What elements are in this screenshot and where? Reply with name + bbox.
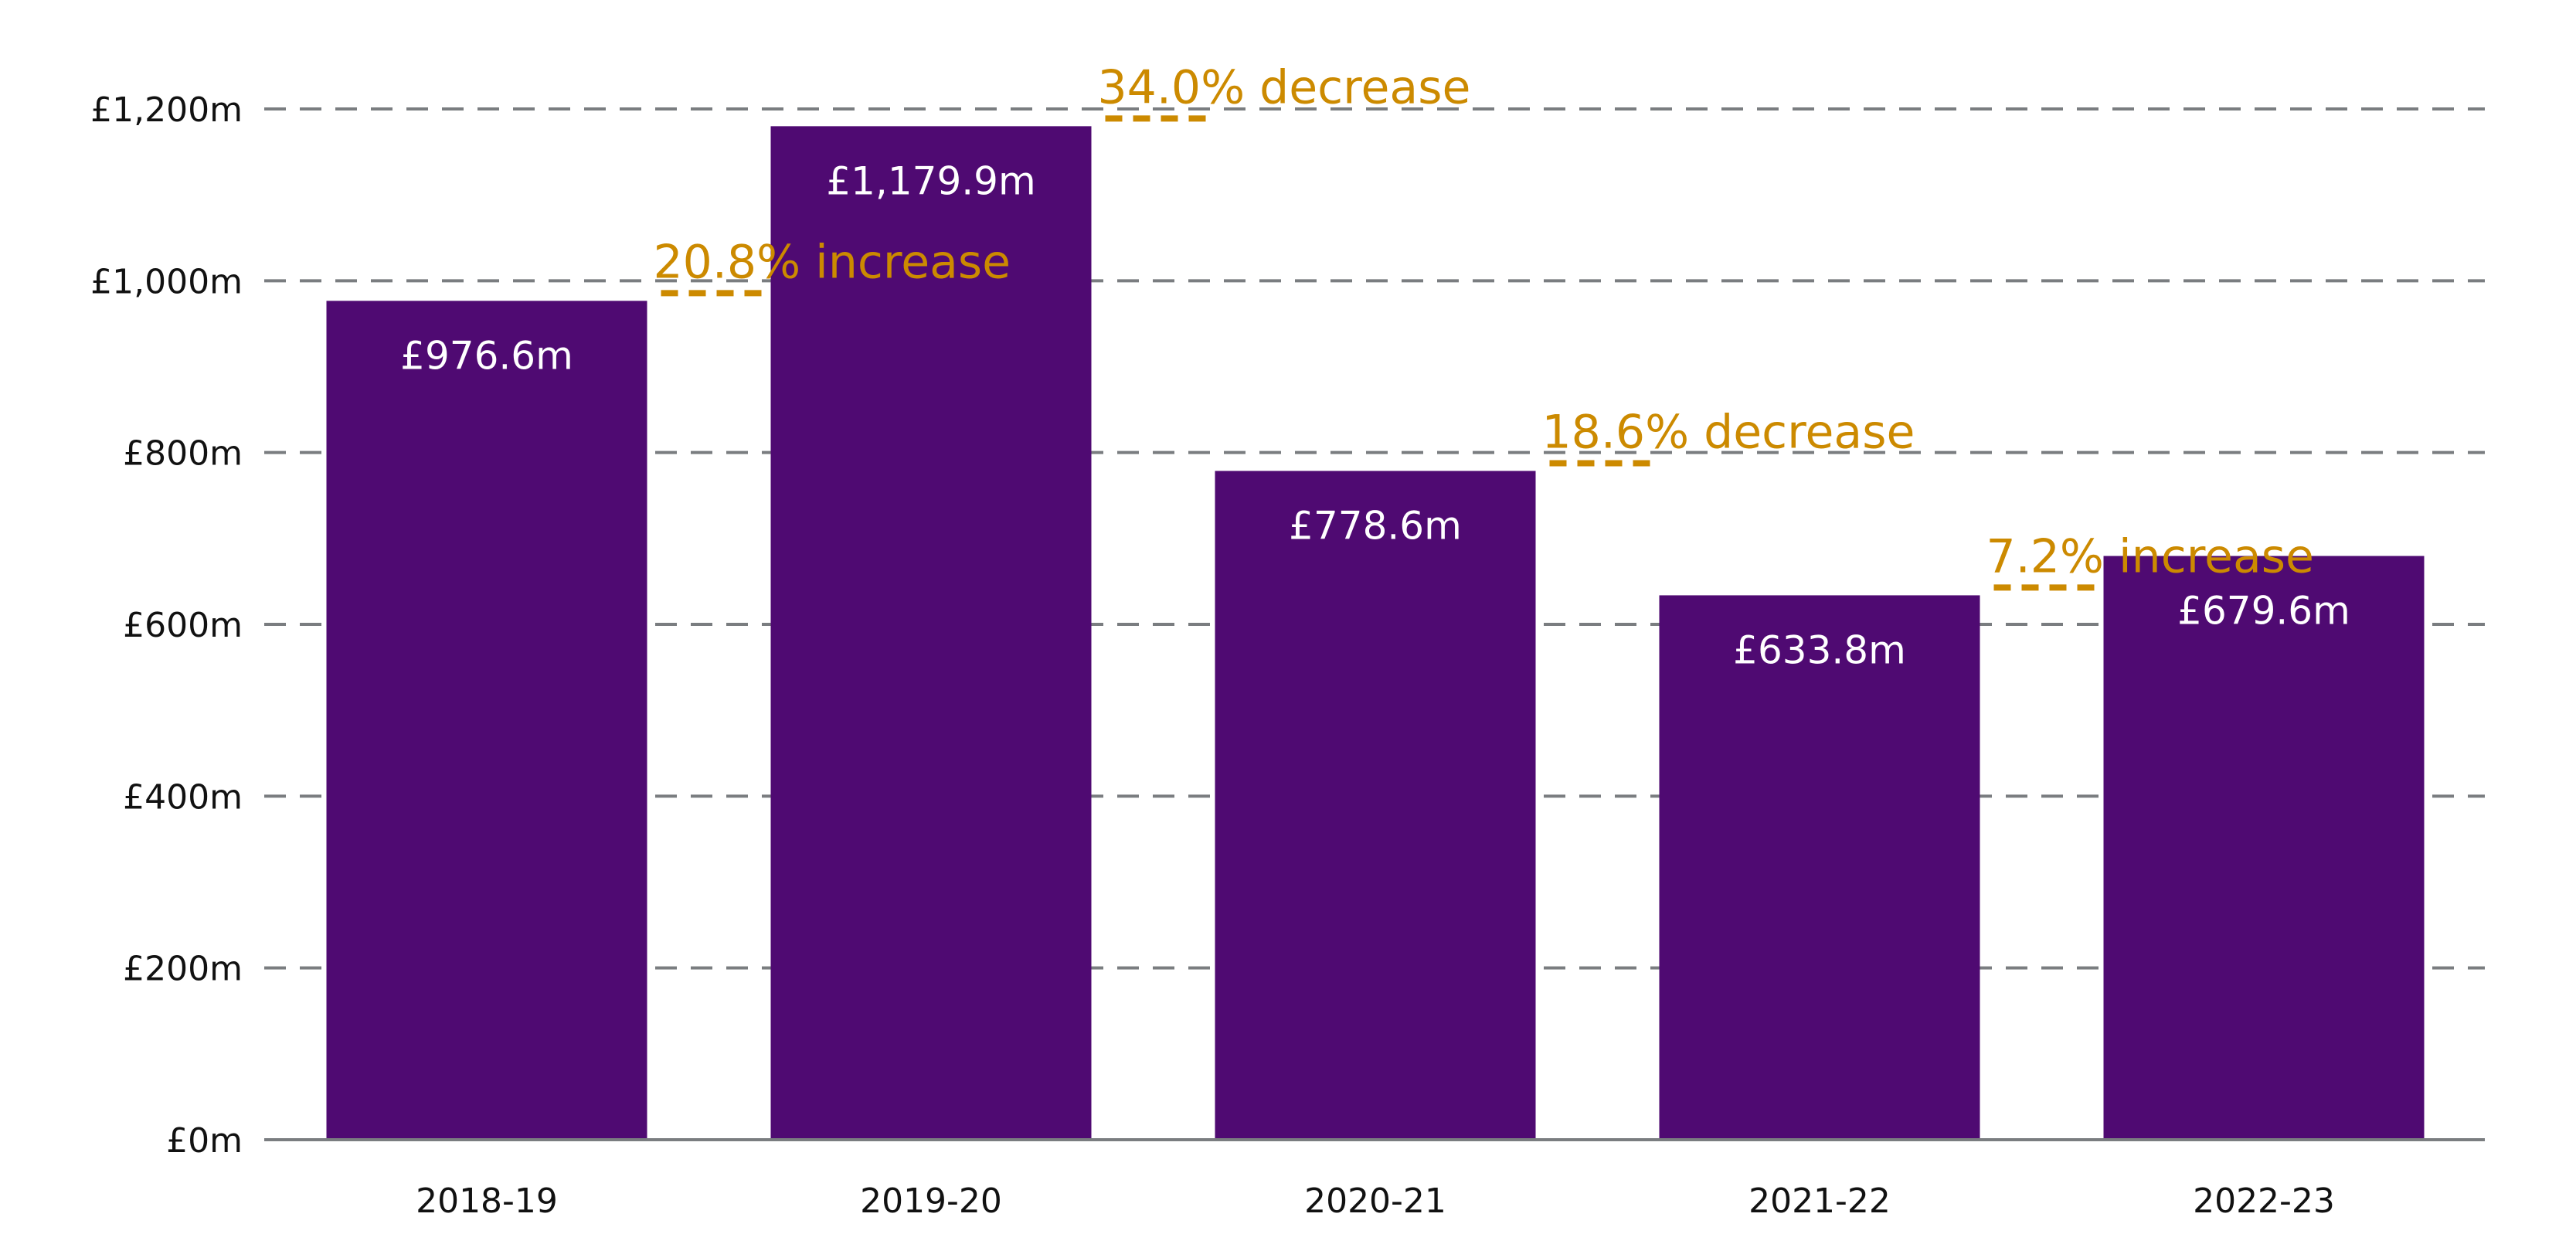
bar-data-label: £679.6m (2177, 589, 2350, 634)
x-tick-label: 2020-21 (1304, 1181, 1446, 1221)
y-tick-label: £800m (123, 434, 243, 474)
bar (2103, 556, 2425, 1140)
change-annotation: 34.0% decrease (1098, 60, 1471, 114)
y-tick-label: £0m (166, 1121, 243, 1161)
x-tick-label: 2022-23 (2193, 1181, 2335, 1221)
change-annotation: 18.6% decrease (1542, 405, 1915, 459)
y-tick-label: £400m (123, 777, 243, 817)
bar-data-label: £633.8m (1733, 627, 1906, 672)
bar-data-label: £976.6m (400, 333, 573, 378)
y-tick-label: £1,200m (90, 90, 243, 130)
x-tick-label: 2019-20 (860, 1181, 1002, 1221)
bar (1215, 471, 1536, 1140)
change-annotation: 7.2% increase (1986, 529, 2314, 583)
bar-data-label: £778.6m (1289, 503, 1462, 548)
bar (1659, 595, 1980, 1140)
x-tick-label: 2018-19 (416, 1181, 558, 1221)
y-tick-label: £600m (123, 606, 243, 645)
bar-data-label: £1,179.9m (826, 158, 1035, 203)
y-tick-label: £1,000m (90, 262, 243, 301)
change-annotation: 20.8% increase (654, 235, 1011, 289)
bar (770, 126, 1092, 1141)
x-tick-label: 2021-22 (1748, 1181, 1891, 1221)
bar (326, 301, 647, 1141)
y-tick-label: £200m (123, 950, 243, 989)
